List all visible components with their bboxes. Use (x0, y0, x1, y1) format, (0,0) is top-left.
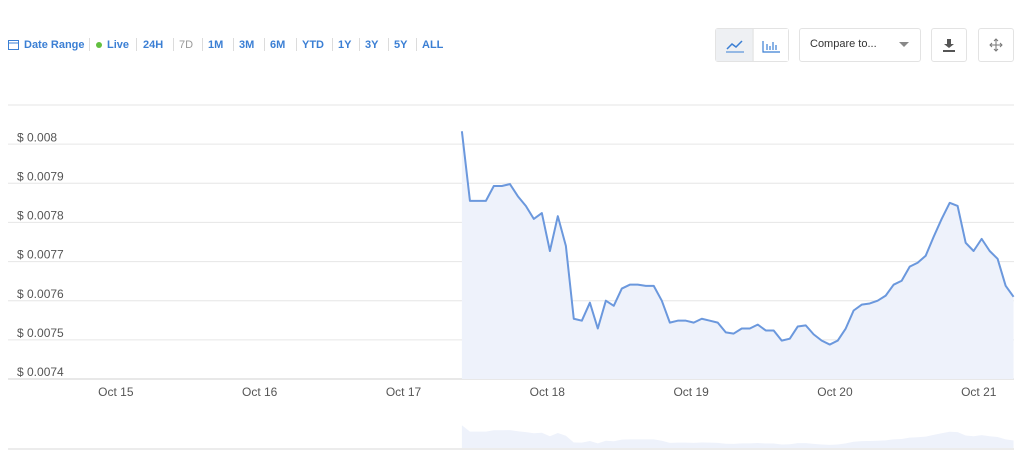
area-fill (461, 131, 1014, 379)
chart-type-group (715, 28, 789, 62)
range-button[interactable]: 24H (143, 39, 164, 51)
separator (264, 38, 265, 51)
y-tick-label: $ 0.0078 (17, 209, 64, 223)
navigator-area (461, 425, 1014, 448)
live-button[interactable]: Live (107, 39, 130, 51)
separator (136, 38, 137, 51)
y-tick-label: $ 0.0074 (17, 365, 64, 379)
bar-icon (762, 41, 780, 53)
calendar-icon (8, 40, 19, 50)
separator (89, 38, 90, 51)
x-tick-label: Oct 19 (673, 385, 709, 399)
range-button[interactable]: 1Y (338, 39, 352, 51)
x-tick-label: Oct 16 (242, 385, 278, 399)
download-button[interactable] (931, 28, 967, 62)
separator (202, 38, 203, 51)
date-range-button[interactable]: Date Range (24, 39, 85, 51)
range-button[interactable]: 3M (239, 39, 255, 51)
separator (173, 38, 174, 51)
y-tick-label: $ 0.0075 (17, 326, 64, 340)
fullscreen-button[interactable] (978, 28, 1014, 62)
compare-label: Compare to... (810, 38, 877, 50)
y-tick-label: $ 0.008 (17, 130, 57, 144)
separator (388, 38, 389, 51)
range-button[interactable]: 3Y (365, 39, 379, 51)
x-tick-label: Oct 21 (961, 385, 997, 399)
y-tick-label: $ 0.0077 (17, 248, 64, 262)
separator (416, 38, 417, 51)
compare-dropdown[interactable]: Compare to... (799, 28, 921, 62)
price-line (460, 131, 1015, 346)
range-button[interactable]: 6M (270, 39, 286, 51)
range-button[interactable]: 7D (179, 39, 194, 51)
x-tick-label: Oct 20 (817, 385, 853, 399)
range-button[interactable]: 1M (208, 39, 224, 51)
separator (296, 38, 297, 51)
download-icon (943, 39, 955, 52)
chart-type-icons (716, 29, 788, 61)
x-tick-label: Oct 18 (530, 385, 566, 399)
bar-type-button[interactable] (754, 29, 788, 61)
separator (233, 38, 234, 51)
x-tick-label: Oct 15 (98, 385, 134, 399)
range-button[interactable]: 5Y (394, 39, 408, 51)
range-button[interactable]: ALL (422, 39, 444, 51)
x-tick-label: Oct 17 (386, 385, 422, 399)
separator (332, 38, 333, 51)
toolbar: Date Range Live 24H 7D 1M 3M 6M YTD 1Y 3Y 5Y ALL … (0, 0, 1024, 80)
dropdown-caret (899, 42, 909, 47)
separator (359, 38, 360, 51)
live-dot (96, 42, 102, 48)
y-tick-label: $ 0.0079 (17, 169, 64, 183)
range-button[interactable]: YTD (302, 39, 324, 51)
y-tick-label: $ 0.0076 (17, 287, 64, 301)
move-icon (989, 38, 1003, 52)
line-icon (726, 40, 743, 50)
